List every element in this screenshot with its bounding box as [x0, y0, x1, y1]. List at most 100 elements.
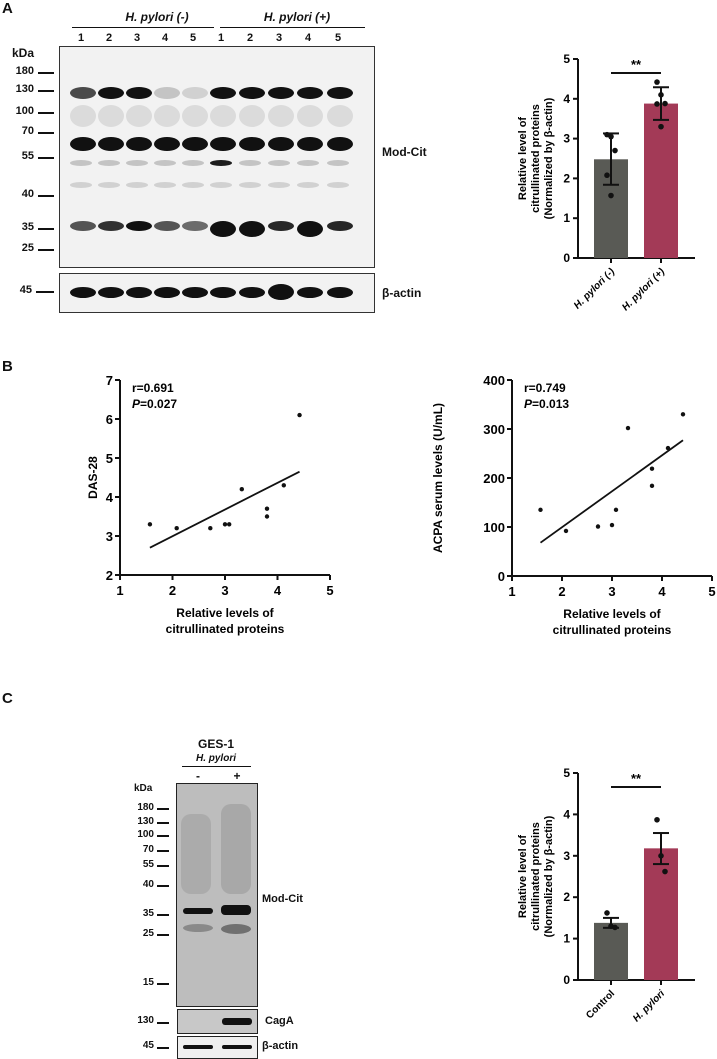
band-30 [327, 221, 353, 231]
band-actin [126, 287, 152, 298]
x-axis-label: Relative levels of citrullinated proteins [553, 607, 672, 637]
data-point [649, 483, 655, 489]
band-actin [154, 287, 180, 298]
band-smear [98, 105, 124, 127]
band-40 [154, 182, 176, 188]
actin-marker: 45 [19, 284, 32, 296]
marker-tick [38, 195, 54, 197]
data-point [297, 412, 302, 418]
data-point [662, 100, 668, 107]
band-30 [126, 221, 152, 231]
band-smear [154, 105, 180, 127]
band-55 [70, 137, 96, 151]
data-point [662, 868, 668, 875]
marker-tick-c [157, 850, 169, 852]
marker-tick [38, 249, 54, 251]
band-40 [327, 182, 349, 188]
band-130 [154, 87, 180, 99]
beta-actin-label-c: β-actin [262, 1040, 299, 1052]
band-55 [182, 137, 208, 151]
band-caga-plus [222, 1018, 252, 1025]
band-actin-plus [222, 1045, 252, 1049]
x-tick-label: 1 [116, 583, 123, 598]
data-point [612, 147, 618, 154]
significance-mark: ** [631, 771, 642, 786]
marker-tick [38, 132, 54, 134]
data-point [613, 507, 619, 513]
y-axis-label: DAS-28 [86, 456, 100, 499]
caga-marker: 130 [137, 1015, 154, 1026]
band-smear [327, 105, 353, 127]
x-category-label: H. pylori (+) [620, 266, 667, 313]
data-point [658, 853, 664, 859]
scatter-acpa: 0 100 200 300 400 1 2 3 4 5 r=0.749 P=0.013 Relative… [431, 373, 716, 637]
mod-cit-blot-c [176, 783, 258, 1007]
band-actin [239, 287, 265, 298]
marker-label: 55 [21, 150, 34, 162]
kda-label-c: kDa [134, 783, 153, 794]
x-axis-label: Relative levels of citrullinated proteins [166, 606, 285, 636]
band-40 [70, 182, 92, 188]
x-tick-label: 3 [221, 583, 228, 598]
marker-label: 180 [15, 65, 34, 77]
y-axis-label: Relative level ofcitrullinated proteins(… [517, 97, 555, 219]
data-point [658, 123, 664, 130]
x-category-label: H. pylori [631, 988, 667, 1024]
x-tick-label: 5 [708, 584, 715, 599]
band-40 [210, 182, 232, 188]
data-point [604, 172, 610, 179]
x-tick-label: 5 [326, 583, 333, 598]
mod-cit-label-c: Mod-Cit [262, 893, 303, 905]
band-smear [182, 105, 208, 127]
band-130 [210, 87, 236, 99]
marker-tick-c [157, 865, 169, 867]
band-smear [70, 105, 96, 127]
beta-actin-blot [59, 273, 375, 313]
lane-plus: + [233, 769, 241, 783]
actin-marker-tick [36, 291, 54, 293]
caga-label: CagA [265, 1015, 294, 1027]
y-tick-label: 0 [563, 973, 570, 987]
band-smear [210, 105, 236, 127]
band-45 [182, 160, 204, 166]
bar-chart-a: 0 1 2 3 4 5 H. pylori (-) H. pylori (+) ** Relati… [517, 52, 695, 313]
band-30 [154, 221, 180, 231]
band-40 [182, 182, 204, 188]
band-55 [126, 137, 152, 151]
band-130 [182, 87, 208, 99]
data-point [658, 92, 664, 98]
y-tick-label: 0 [498, 569, 505, 584]
band-130 [268, 87, 294, 99]
band-40 [268, 182, 290, 188]
y-tick-label: 3 [563, 849, 570, 863]
r-annotation: r=0.691 [132, 381, 174, 395]
data-point [222, 522, 228, 527]
data-point [595, 524, 601, 529]
y-tick-label: 1 [563, 211, 570, 225]
marker-tick [38, 157, 54, 159]
marker-tick-c [157, 808, 169, 810]
marker-tick [38, 72, 54, 74]
marker-label-c: 15 [142, 977, 154, 988]
band-30-plus [221, 924, 251, 934]
band-30 [297, 221, 323, 237]
data-point [281, 483, 286, 488]
data-point [608, 192, 614, 199]
group-line-positive [220, 27, 365, 28]
smear-plus [221, 804, 251, 894]
data-point [147, 522, 153, 527]
cell-line-label: GES-1 [197, 737, 234, 751]
data-point [538, 507, 543, 513]
band-40 [297, 182, 319, 188]
lane-number: 3 [133, 32, 141, 44]
marker-tick-c [157, 914, 169, 916]
group-label-negative: H. pylori (-) [92, 10, 222, 24]
data-point [665, 445, 671, 451]
lane-number: 5 [334, 32, 342, 44]
band-actin-minus [183, 1045, 213, 1049]
band-actin [70, 287, 96, 298]
lane-number: 2 [105, 32, 113, 44]
y-tick-label: 4 [106, 490, 114, 505]
lane-number: 3 [275, 32, 283, 44]
y-tick-label: 2 [563, 171, 570, 185]
